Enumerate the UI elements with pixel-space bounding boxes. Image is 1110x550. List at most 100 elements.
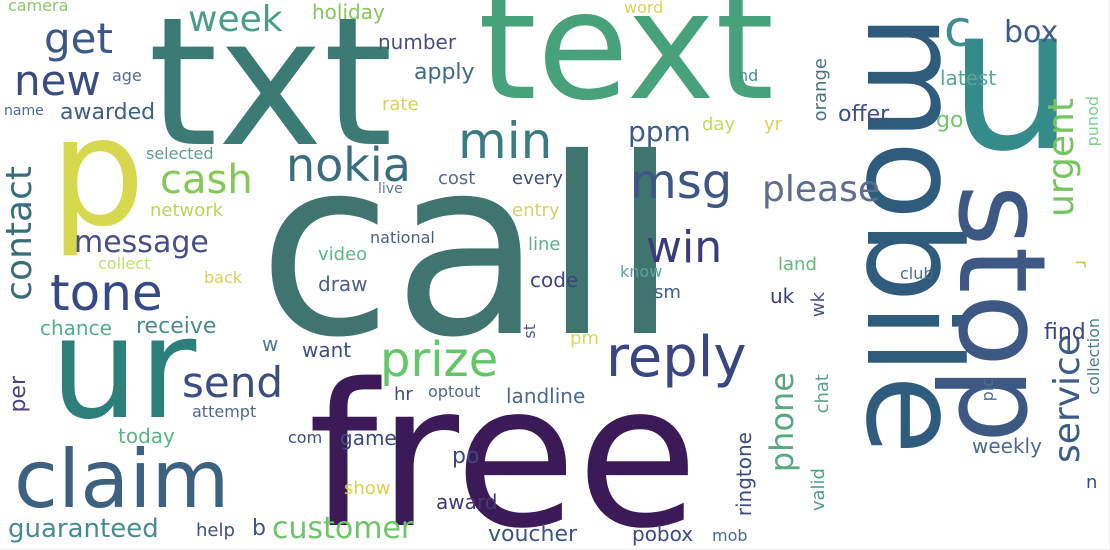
cloud-word-word: word: [624, 0, 664, 17]
cloud-word-min: min: [458, 112, 553, 170]
cloud-word-new: new: [14, 56, 101, 105]
cloud-word-voucher: voucher: [488, 522, 578, 547]
cloud-word-live: live: [378, 181, 403, 197]
cloud-word-collect: collect: [98, 254, 151, 273]
cloud-word-sm: sm: [654, 282, 681, 303]
cloud-word-please: please: [762, 169, 880, 210]
cloud-word-ppm: ppm: [628, 115, 691, 148]
cloud-word-prize: prize: [380, 332, 499, 388]
cloud-word-text: text: [478, 0, 775, 134]
cloud-word-latest: latest: [940, 66, 997, 90]
cloud-word-mob: mob: [712, 526, 748, 545]
cloud-word-orange: orange: [810, 58, 831, 122]
cloud-word-com: com: [288, 428, 323, 447]
cloud-word-w: w: [262, 332, 279, 356]
cloud-word-apply: apply: [414, 60, 475, 85]
cloud-word-wk: wk: [808, 292, 829, 318]
cloud-word-receive: receive: [136, 314, 217, 339]
cloud-word-cost: cost: [438, 168, 476, 189]
cloud-word-game: game: [340, 426, 397, 450]
cloud-word-club: club: [900, 264, 934, 283]
cloud-word-network: network: [150, 200, 224, 221]
cloud-word-pound: pound: [1085, 96, 1104, 147]
cloud-word-st: st: [520, 324, 539, 339]
cloud-word-find: find: [1044, 320, 1086, 345]
cloud-word-name: name: [4, 103, 44, 119]
cloud-word-landline: landline: [506, 384, 586, 408]
cloud-word-pobox: pobox: [632, 522, 694, 546]
cloud-word-hr: hr: [394, 384, 413, 405]
cloud-word-ur: ur: [50, 288, 197, 451]
cloud-word-week: week: [188, 0, 283, 40]
cloud-word-po: po: [452, 444, 480, 469]
cloud-word-nokia: nokia: [286, 138, 411, 192]
cloud-word-pic: pic: [978, 378, 997, 402]
cloud-word-awarded: awarded: [60, 100, 156, 125]
cloud-word-help: help: [196, 520, 235, 541]
cloud-word-msg: msg: [630, 154, 733, 210]
cloud-word-valid: valid: [808, 468, 829, 512]
cloud-word-b: b: [252, 516, 266, 541]
cloud-word-pm: pm: [570, 328, 599, 349]
cloud-word-uk: uk: [770, 284, 795, 308]
cloud-word-win: win: [646, 222, 723, 273]
cloud-word-day: day: [702, 114, 736, 135]
cloud-word-chance: chance: [40, 316, 112, 340]
cloud-word-ringtone: ringtone: [732, 432, 756, 517]
cloud-word-r: r: [1071, 260, 1092, 268]
cloud-word-nd: nd: [738, 66, 759, 85]
cloud-word-box: box: [1004, 15, 1059, 50]
cloud-word-free: free: [308, 341, 699, 550]
cloud-word-message: message: [74, 225, 209, 260]
cloud-word-entry: entry: [512, 200, 560, 221]
cloud-word-contact: contact: [0, 166, 40, 301]
cloud-word-p: p: [50, 86, 146, 260]
cloud-word-mobile: mobile: [837, 14, 989, 455]
cloud-word-txt: txt: [148, 0, 393, 186]
cloud-word-send: send: [182, 358, 284, 407]
cloud-word-draw: draw: [318, 272, 368, 296]
cloud-word-code: code: [530, 268, 579, 292]
cloud-word-n: n: [1086, 472, 1098, 493]
cloud-word-u: u: [948, 0, 1075, 196]
cloud-word-tone: tone: [50, 264, 163, 322]
cloud-word-show: show: [344, 478, 391, 499]
cloud-word-attempt: attempt: [192, 402, 257, 421]
cloud-word-customer: customer: [272, 511, 414, 546]
cloud-word-know: know: [620, 262, 663, 281]
cloud-word-back: back: [204, 268, 243, 287]
cloud-word-per: per: [6, 376, 31, 413]
cloud-word-every: every: [512, 168, 563, 189]
cloud-word-stop: stop: [931, 184, 1070, 444]
cloud-word-land: land: [778, 254, 817, 275]
cloud-word-cash: cash: [160, 157, 253, 203]
cloud-word-holiday: holiday: [312, 0, 385, 24]
cloud-word-offer: offer: [838, 102, 890, 127]
cloud-word-camera: camera: [8, 0, 69, 15]
cloud-word-video: video: [318, 244, 368, 265]
cloud-word-go: go: [936, 108, 964, 133]
cloud-word-yr: yr: [764, 114, 783, 135]
cloud-word-age: age: [112, 66, 142, 85]
cloud-word-reply: reply: [606, 325, 747, 390]
cloud-word-weekly: weekly: [972, 434, 1042, 458]
cloud-word-c: c: [944, 0, 972, 58]
cloud-word-urgent: urgent: [1041, 98, 1082, 217]
cloud-word-number: number: [378, 30, 457, 54]
cloud-word-get: get: [44, 14, 113, 63]
cloud-word-optout: optout: [428, 382, 481, 401]
cloud-word-service: service: [1047, 334, 1088, 463]
cloud-word-guaranteed: guaranteed: [8, 514, 159, 544]
cloud-word-award: award: [436, 490, 498, 514]
cloud-word-chat: chat: [812, 374, 833, 414]
cloud-word-phone: phone: [763, 372, 801, 473]
cloud-word-line: line: [528, 234, 561, 255]
cloud-word-today: today: [118, 424, 175, 448]
cloud-word-rate: rate: [382, 94, 419, 115]
cloud-word-want: want: [302, 338, 352, 362]
cloud-word-claim: claim: [14, 433, 230, 526]
cloud-word-selected: selected: [146, 144, 214, 163]
cloud-word-collection: collection: [1084, 318, 1103, 395]
cloud-word-national: national: [370, 228, 435, 247]
